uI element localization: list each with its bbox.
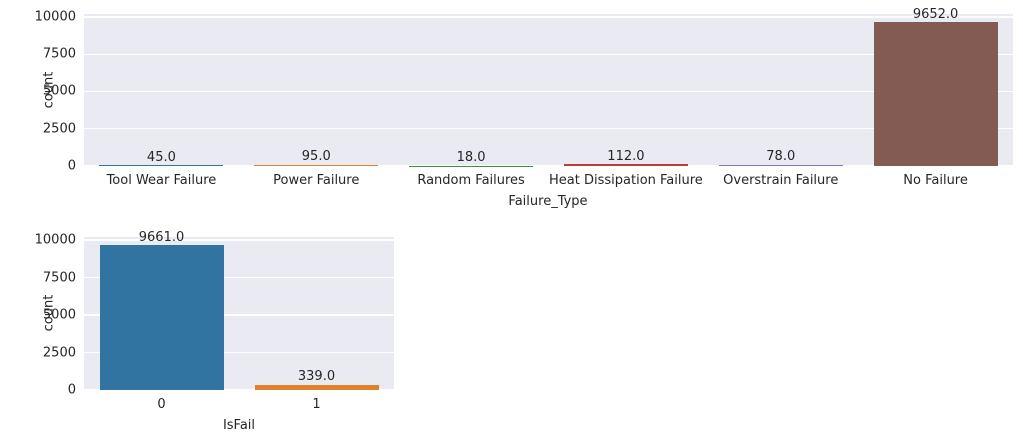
x-tick-label: Power Failure <box>273 173 360 188</box>
x-tick-label: No Failure <box>903 173 968 188</box>
bar-value-label: 18.0 <box>456 150 486 166</box>
bar-value-label: 95.0 <box>301 149 331 165</box>
bar <box>563 164 688 166</box>
bar <box>254 384 379 390</box>
y-tick-label: 2500 <box>42 345 76 360</box>
y-tick-label: 2500 <box>42 121 76 137</box>
gridline <box>84 351 394 354</box>
bar-value-label: 45.0 <box>146 149 176 165</box>
y-tick-label: 5000 <box>42 307 76 323</box>
bar-value-label: 112.0 <box>607 148 645 164</box>
y-tick-label: 0 <box>67 158 76 174</box>
x-axis-label: IsFail <box>222 418 256 433</box>
plot-area <box>84 14 1013 167</box>
bar-value-label: 339.0 <box>297 369 336 385</box>
x-tick-label: Random Failures <box>417 173 525 188</box>
plot-area <box>84 237 394 391</box>
gridline <box>84 53 1013 55</box>
bar <box>99 245 224 390</box>
gridline <box>84 314 394 316</box>
x-tick-label: 0 <box>157 397 166 412</box>
bar <box>873 22 998 166</box>
x-tick-label: Heat Dissipation Failure <box>549 173 703 188</box>
bar <box>99 165 224 166</box>
x-tick-label: 1 <box>312 397 321 412</box>
y-tick-label: 10000 <box>34 232 76 248</box>
y-tick-label: 5000 <box>42 83 76 99</box>
gridline <box>84 389 394 391</box>
gridline <box>84 165 1013 167</box>
bar <box>718 164 843 166</box>
x-tick-label: Overstrain Failure <box>723 173 839 188</box>
gridline <box>84 90 1013 93</box>
y-tick-label: 7500 <box>42 270 76 285</box>
x-tick-label: Tool Wear Failure <box>106 173 217 188</box>
gridline <box>84 276 394 279</box>
bar-value-label: 78.0 <box>766 149 796 165</box>
gridline <box>84 16 1013 18</box>
bar-value-label: 9652.0 <box>912 6 959 22</box>
bar <box>254 164 379 166</box>
y-tick-label: 7500 <box>42 46 76 62</box>
y-tick-label: 0 <box>67 382 76 398</box>
bar-value-label: 9661.0 <box>138 229 185 245</box>
y-tick-label: 10000 <box>34 9 76 25</box>
gridline <box>84 239 394 241</box>
x-axis-label: Failure_Type <box>508 194 588 209</box>
gridline <box>84 128 1013 130</box>
